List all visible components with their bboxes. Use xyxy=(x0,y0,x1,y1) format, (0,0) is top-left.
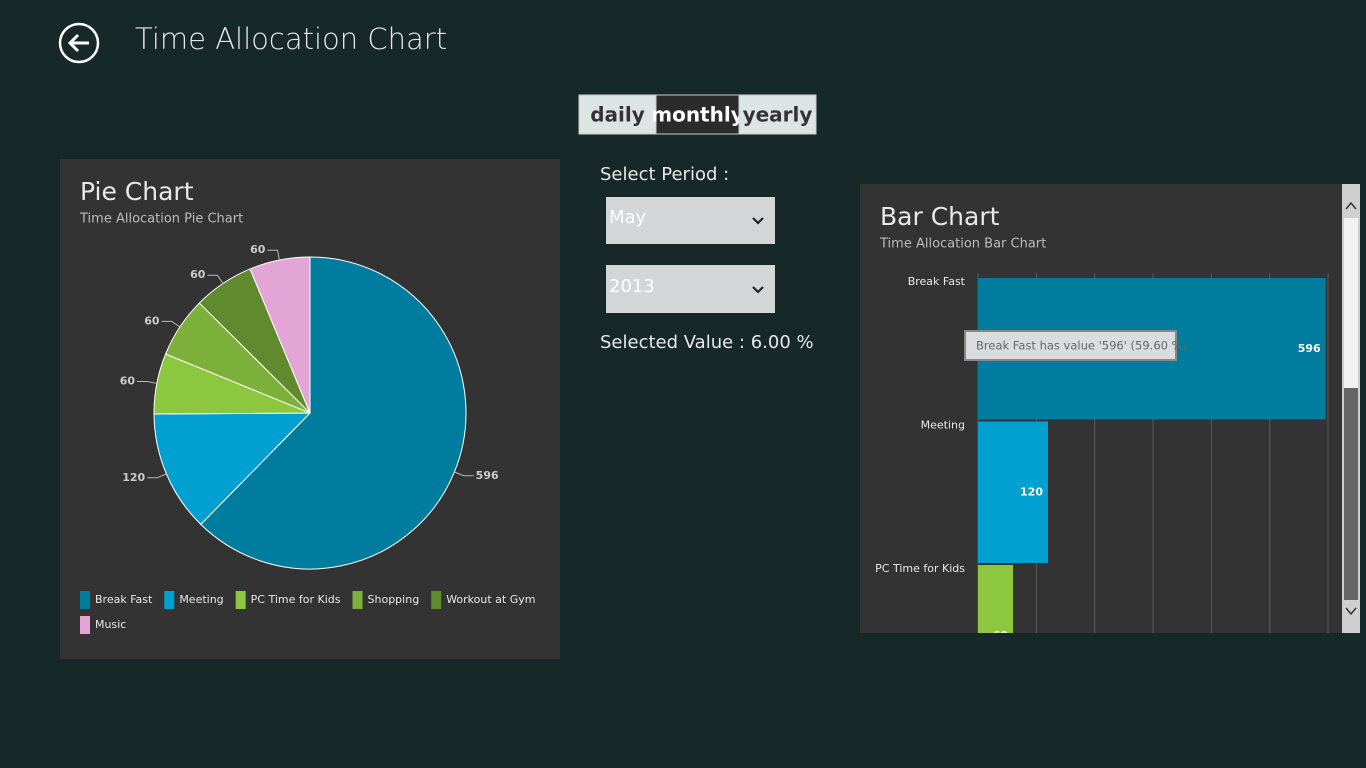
data-label: 596 xyxy=(476,469,499,482)
legend-label: Break Fast xyxy=(95,593,153,606)
legend-item: Music xyxy=(80,616,126,634)
tab-label: yearly xyxy=(743,103,813,127)
leader-line xyxy=(267,249,280,261)
bar-subtitle: Time Allocation Bar Chart xyxy=(879,237,1046,252)
tab-bg xyxy=(655,94,740,135)
data-label: 120 xyxy=(1020,485,1043,498)
legend-label: Meeting xyxy=(179,593,223,606)
pie-slice xyxy=(200,256,467,570)
tab-label: daily xyxy=(590,103,645,127)
tooltip-bg xyxy=(964,330,1177,361)
legend-item: Meeting xyxy=(164,591,224,609)
page-title: Time Allocation Chart xyxy=(135,22,447,56)
tab-bg xyxy=(738,94,817,135)
legend-item: Shopping xyxy=(352,591,420,609)
data-label: 120 xyxy=(122,471,145,484)
pie-slice xyxy=(249,256,311,414)
back-button[interactable] xyxy=(58,22,100,64)
legend-item: Workout at Gym xyxy=(431,591,535,609)
bar xyxy=(978,565,1013,633)
legend-swatch xyxy=(352,591,363,609)
category-label: Meeting xyxy=(921,419,965,432)
tab-bg xyxy=(578,94,657,135)
legend-item: PC Time for Kids xyxy=(235,591,341,609)
legend-label: Workout at Gym xyxy=(446,593,535,606)
tooltip-text: Break Fast has value '596' (59.60 %) xyxy=(976,339,1187,353)
data-label: 60 xyxy=(993,629,1009,642)
period-label: Select Period : xyxy=(600,164,729,185)
year-select[interactable]: 2013 xyxy=(606,265,775,313)
legend-swatch xyxy=(235,591,246,609)
tab[interactable]: yearly xyxy=(738,94,817,135)
legend-swatch xyxy=(80,591,90,609)
tab[interactable]: monthly xyxy=(651,94,744,135)
tab[interactable]: daily xyxy=(578,94,657,135)
legend-swatch xyxy=(431,591,442,609)
data-label: 60 xyxy=(144,314,160,327)
leader-line xyxy=(454,471,474,477)
data-label: 60 xyxy=(190,268,206,281)
legend-label: Music xyxy=(95,618,126,631)
data-label: 60 xyxy=(120,375,136,388)
month-select[interactable]: May xyxy=(606,197,775,244)
legend-swatch xyxy=(164,591,175,609)
leader-line xyxy=(161,320,181,328)
leader-line xyxy=(137,381,157,384)
leader-line xyxy=(207,274,224,284)
data-label: 596 xyxy=(1298,342,1321,355)
legend-swatch xyxy=(80,616,90,634)
pie-title: Pie Chart xyxy=(80,177,194,206)
legend-label: Shopping xyxy=(368,593,420,606)
pie-subtitle: Time Allocation Pie Chart xyxy=(79,212,243,227)
category-label: PC Time for Kids xyxy=(875,562,965,575)
scrollbar[interactable] xyxy=(1342,184,1360,633)
legend-label: PC Time for Kids xyxy=(251,593,341,606)
bar xyxy=(978,421,1048,563)
category-label: Break Fast xyxy=(908,275,966,288)
month-value: May xyxy=(609,207,647,228)
legend-item: Break Fast xyxy=(80,591,153,609)
bar-title: Bar Chart xyxy=(880,202,1000,231)
year-value: 2013 xyxy=(609,276,655,297)
tab-label: monthly xyxy=(651,103,744,127)
data-label: 60 xyxy=(250,243,266,256)
selected-value: Selected Value : 6.00 % xyxy=(600,332,814,353)
leader-line xyxy=(147,473,167,479)
